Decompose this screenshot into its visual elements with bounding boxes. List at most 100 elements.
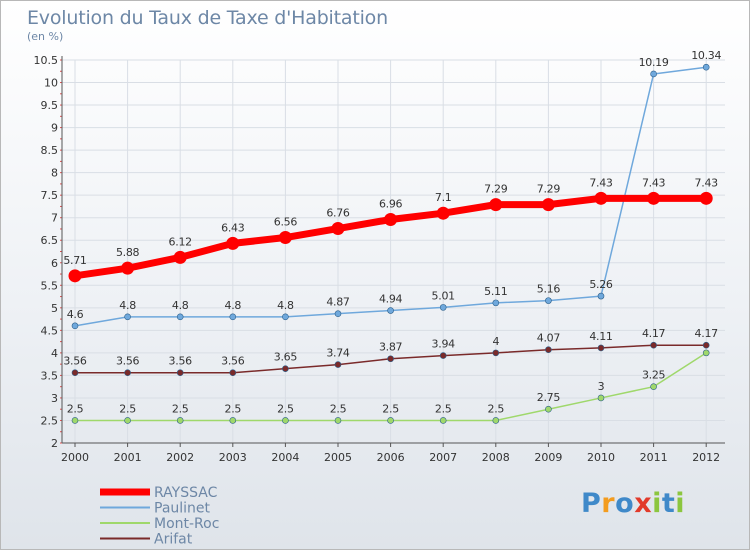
data-point xyxy=(121,261,135,275)
data-label: 3.65 xyxy=(274,351,298,364)
data-label: 5.01 xyxy=(432,289,455,302)
data-point xyxy=(597,292,605,300)
logo-letter: i xyxy=(675,488,686,519)
y-tick-label: 3.5 xyxy=(41,369,59,382)
data-label: 4.8 xyxy=(119,299,136,312)
data-point xyxy=(650,341,657,349)
data-label: 4.8 xyxy=(277,299,294,312)
data-point xyxy=(492,349,500,357)
data-point xyxy=(436,206,450,220)
data-point xyxy=(176,417,184,424)
data-label: 5.11 xyxy=(484,285,507,298)
data-point xyxy=(387,355,394,363)
data-point xyxy=(68,269,82,283)
data-label: 6.56 xyxy=(274,216,298,229)
data-point xyxy=(492,299,500,307)
data-point xyxy=(124,313,131,321)
data-label: 2.5 xyxy=(67,402,84,415)
data-label: 4.8 xyxy=(172,299,189,312)
x-tick-label: 2000 xyxy=(61,451,89,464)
data-point xyxy=(173,250,187,264)
data-label: 4.17 xyxy=(695,327,719,340)
y-tick-label: 3 xyxy=(51,392,58,405)
data-point xyxy=(229,417,237,424)
data-label: 3.25 xyxy=(642,369,666,382)
x-tick-label: 2007 xyxy=(429,451,457,464)
data-label: 10.34 xyxy=(691,49,721,62)
data-point xyxy=(229,369,237,377)
data-point xyxy=(489,198,503,212)
y-tick-label: 9.5 xyxy=(41,99,59,112)
data-point xyxy=(492,417,500,424)
data-label: 4.11 xyxy=(589,330,612,343)
data-label: 2.5 xyxy=(488,402,505,415)
data-label: 7.43 xyxy=(589,176,613,189)
data-point xyxy=(545,405,552,413)
data-point xyxy=(699,191,713,205)
y-tick-label: 4 xyxy=(51,347,58,360)
legend-label-paulinet: Paulinet xyxy=(154,501,211,517)
data-point xyxy=(702,341,710,349)
data-point xyxy=(702,63,710,71)
data-label: 2.5 xyxy=(435,402,452,415)
data-label: 2.5 xyxy=(330,402,347,415)
data-label: 4.8 xyxy=(225,299,242,312)
data-label: 2.5 xyxy=(172,402,189,415)
data-label: 2.75 xyxy=(537,391,561,404)
data-point xyxy=(71,417,79,424)
y-tick-label: 8.5 xyxy=(41,144,59,157)
data-label: 5.71 xyxy=(63,254,86,267)
data-label: 7.1 xyxy=(435,191,452,204)
data-label: 2.5 xyxy=(277,402,294,415)
y-tick-label: 6 xyxy=(51,257,58,270)
data-point xyxy=(545,346,552,354)
data-label: 10.19 xyxy=(639,56,669,69)
y-tick-label: 5.5 xyxy=(41,279,59,292)
data-point xyxy=(541,198,555,212)
data-label: 6.96 xyxy=(379,198,403,211)
data-label: 6.43 xyxy=(221,221,245,234)
data-point xyxy=(282,417,289,424)
x-tick-label: 2002 xyxy=(166,451,194,464)
logo-letter: x xyxy=(634,488,653,519)
data-point xyxy=(439,304,447,311)
data-point xyxy=(387,307,394,314)
data-label: 4 xyxy=(492,335,499,348)
y-tick-label: 5 xyxy=(51,302,58,315)
chart-subtitle: (en %) xyxy=(27,30,64,43)
data-point xyxy=(278,231,292,245)
data-label: 2.5 xyxy=(119,402,136,415)
data-point xyxy=(647,191,661,205)
data-point xyxy=(124,369,131,377)
x-tick-label: 2005 xyxy=(324,451,352,464)
data-label: 3.94 xyxy=(432,338,456,351)
data-label: 3.74 xyxy=(326,347,350,360)
legend-label-arifat: Arifat xyxy=(154,532,193,548)
data-point xyxy=(176,369,184,377)
data-label: 4.87 xyxy=(326,296,350,309)
data-point xyxy=(229,313,237,321)
data-label: 4.17 xyxy=(642,327,666,340)
x-tick-label: 2008 xyxy=(482,451,510,464)
data-point xyxy=(331,222,345,236)
x-tick-label: 2006 xyxy=(377,451,405,464)
x-tick-label: 2010 xyxy=(587,451,615,464)
data-label: 6.12 xyxy=(169,235,192,248)
logo-letter: t xyxy=(661,488,676,519)
data-label: 3.56 xyxy=(169,355,193,368)
x-tick-label: 2001 xyxy=(114,451,142,464)
data-point xyxy=(282,313,289,321)
data-label: 2.5 xyxy=(382,402,399,415)
data-label: 5.88 xyxy=(116,246,140,259)
data-label: 2.5 xyxy=(225,402,242,415)
data-point xyxy=(702,349,710,357)
x-tick-label: 2009 xyxy=(534,451,562,464)
y-tick-label: 8 xyxy=(51,167,58,180)
data-label: 5.16 xyxy=(537,283,561,296)
data-label: 7.43 xyxy=(642,176,666,189)
y-tick-label: 4.5 xyxy=(41,324,59,337)
y-tick-label: 2 xyxy=(51,437,58,450)
data-point xyxy=(71,322,79,330)
